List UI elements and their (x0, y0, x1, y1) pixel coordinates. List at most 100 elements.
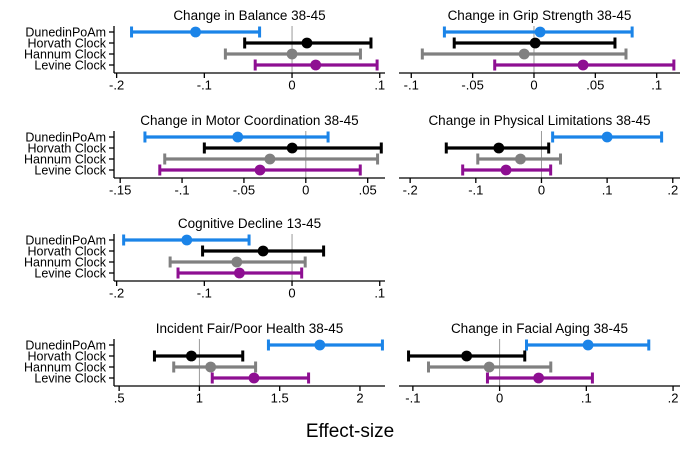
error-bar-levine-clock (485, 372, 594, 384)
category-label: DunedinPoAm (25, 25, 106, 39)
category-label: DunedinPoAm (25, 338, 106, 352)
x-tick-label: -.1 (468, 183, 483, 198)
category-label: Horvath Clock (28, 141, 107, 155)
x-tick-label: 0 (288, 78, 295, 93)
error-bar-horvath-clock (243, 37, 373, 49)
error-bar-dunedinpoam (551, 131, 664, 143)
point-estimate (529, 37, 541, 49)
point-estimate (493, 142, 505, 154)
x-tick-label: .1 (374, 286, 385, 301)
point-estimate (286, 48, 298, 60)
error-bar-dunedinpoam (130, 26, 262, 38)
x-tick-label: -.05 (233, 183, 255, 198)
error-bar-levine-clock (253, 59, 379, 71)
panel-change-in-motor-coordination-38-45: Change in Motor Coordination 38-45 -.15 -.… (24, 113, 385, 198)
x-tick-label: .1 (602, 183, 613, 198)
error-bar-hannum-clock (168, 256, 307, 268)
x-tick-label: 0 (496, 391, 503, 406)
x-tick-label: -.05 (461, 78, 483, 93)
category-label: Levine Clock (34, 163, 106, 177)
point-estimate (577, 59, 589, 71)
point-estimate (483, 361, 495, 373)
point-estimate (231, 256, 243, 268)
error-bar-dunedinpoam (442, 26, 634, 38)
panel-cognitive-decline-13-45: Cognitive Decline 13-45 -.2 -.1 0 .1 DunedinP… (24, 216, 385, 301)
error-bar-hannum-clock (163, 153, 380, 165)
x-tick-label: .1 (374, 78, 385, 93)
panel-title: Change in Balance 38-45 (173, 8, 325, 23)
x-tick-label: .5 (114, 391, 125, 406)
error-bar-levine-clock (176, 267, 304, 279)
error-bar-dunedinpoam (122, 234, 251, 246)
error-bar-levine-clock (461, 164, 553, 176)
point-estimate (286, 142, 298, 154)
error-bar-horvath-clock (152, 350, 245, 362)
category-label: Levine Clock (34, 58, 106, 72)
point-estimate (205, 361, 217, 373)
x-tick-label: .05 (359, 183, 377, 198)
category-label: Hannum Clock (24, 47, 107, 61)
panel-title: Incident Fair/Poor Health 38-45 (156, 321, 344, 336)
panel-change-in-physical-limitations-38-45: Change in Physical Limitations 38-45 -.2 -… (399, 113, 680, 198)
point-estimate (534, 26, 546, 38)
error-bar-horvath-clock (452, 37, 617, 49)
point-estimate (232, 131, 244, 143)
panel-title: Change in Facial Aging 38-45 (451, 321, 628, 336)
error-bar-horvath-clock (444, 142, 551, 154)
panel-change-in-balance-38-45: Change in Balance 38-45 -.2 -.1 0 .1 DunedinP… (24, 8, 385, 93)
point-estimate (190, 26, 201, 38)
category-label: Hannum Clock (24, 255, 107, 269)
point-estimate (234, 267, 245, 279)
x-tick-label: .05 (586, 78, 604, 93)
x-tick-label: -.2 (109, 286, 124, 301)
category-label: Horvath Clock (28, 244, 107, 258)
panel-change-in-facial-aging-38-45: Change in Facial Aging 38-45 -.1 0 .1 .2 (399, 321, 680, 406)
error-bar-hannum-clock (172, 361, 258, 373)
error-bar-levine-clock (493, 59, 676, 71)
point-estimate (185, 350, 197, 362)
x-tick-label: 2 (356, 391, 363, 406)
error-bar-dunedinpoam (143, 131, 330, 143)
error-bar-levine-clock (158, 164, 362, 176)
point-estimate (582, 339, 594, 351)
category-label: Horvath Clock (28, 349, 107, 363)
category-label: Levine Clock (34, 266, 106, 280)
x-tick-label: 0 (288, 286, 295, 301)
category-label: Horvath Clock (28, 36, 107, 50)
point-estimate (301, 37, 313, 49)
x-tick-label: 1 (196, 391, 203, 406)
point-estimate (257, 245, 269, 257)
point-estimate (461, 350, 473, 362)
point-estimate (314, 339, 326, 351)
error-bar-dunedinpoam (524, 339, 651, 351)
x-tick-label: -.1 (404, 78, 419, 93)
category-label: DunedinPoAm (25, 130, 106, 144)
error-bar-hannum-clock (420, 48, 628, 60)
panel-change-in-grip-strength-38-45: Change in Grip Strength 38-45 -.1 -.05 0 .05… (399, 8, 680, 93)
category-label: DunedinPoAm (25, 233, 106, 247)
error-bar-hannum-clock (426, 361, 553, 373)
error-bar-horvath-clock (201, 245, 326, 257)
error-bar-hannum-clock (223, 48, 362, 60)
point-estimate (181, 234, 193, 246)
panel-title: Cognitive Decline 13-45 (178, 216, 321, 231)
point-estimate (500, 164, 512, 176)
error-bar-horvath-clock (407, 350, 527, 362)
error-bar-dunedinpoam (266, 339, 384, 351)
x-tick-label: 1.5 (271, 391, 289, 406)
category-label: Levine Clock (34, 371, 106, 385)
panel-incident-fair-poor-health-38-45: Incident Fair/Poor Health 38-45 .5 1 1.5 2 Du… (24, 321, 385, 406)
panel-title: Change in Grip Strength 38-45 (448, 8, 632, 23)
error-bar-horvath-clock (202, 142, 383, 154)
point-estimate (515, 153, 526, 165)
error-bar-levine-clock (210, 372, 311, 384)
point-estimate (518, 48, 530, 60)
x-tick-label: .1 (581, 391, 592, 406)
x-tick-label: .2 (667, 183, 678, 198)
x-tick-label: 0 (530, 78, 537, 93)
point-estimate (254, 164, 266, 176)
x-tick-label: -.2 (109, 78, 124, 93)
x-tick-label: .1 (651, 78, 662, 93)
